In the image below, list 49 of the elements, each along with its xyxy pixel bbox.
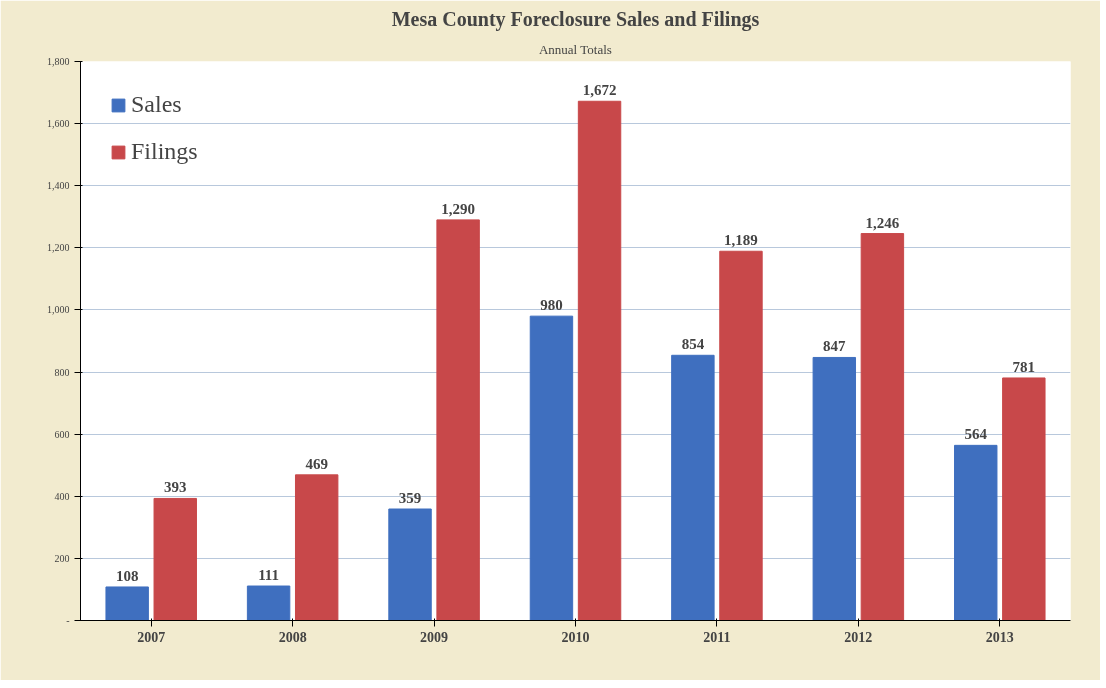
bar [246, 585, 291, 621]
bar [719, 250, 763, 621]
x-tick-label: 2011 [703, 629, 731, 645]
bar [577, 100, 622, 621]
chart-title: Mesa County Foreclosure Sales and Filings [391, 7, 760, 31]
bar [812, 356, 857, 621]
y-tick-label: 1,200 [47, 242, 70, 254]
data-label: 111 [258, 567, 280, 584]
data-label: 564 [964, 426, 988, 443]
y-tick-label: 800 [54, 366, 70, 378]
x-tick-label: 2012 [844, 629, 873, 645]
data-label: 393 [164, 479, 187, 496]
bar [860, 233, 905, 621]
x-tick-label: 2010 [561, 629, 590, 645]
data-label: 1,189 [724, 232, 758, 249]
bar [529, 315, 574, 621]
y-tick-label: 1,800 [47, 56, 70, 67]
data-label: 1,290 [441, 200, 475, 217]
bar [954, 444, 998, 621]
data-label: 359 [398, 490, 422, 507]
bar [671, 354, 715, 621]
y-tick-label: 1,000 [47, 304, 70, 316]
x-tick-label: 2008 [278, 629, 307, 645]
y-tick-label: 400 [54, 490, 70, 502]
data-label: 854 [681, 336, 705, 353]
x-tick-label: 2009 [420, 629, 449, 645]
data-label: 847 [823, 338, 847, 355]
bar [1002, 377, 1046, 621]
chart-subtitle: Annual Totals [538, 41, 612, 57]
data-label: 1,246 [865, 214, 900, 231]
bar [388, 508, 432, 621]
data-label: 108 [115, 567, 139, 584]
y-tick-label: 200 [54, 552, 70, 564]
bar [294, 474, 339, 621]
data-label: 781 [1012, 358, 1036, 375]
y-tick-label: 600 [54, 428, 70, 440]
data-label: 1,672 [582, 82, 617, 99]
bar [153, 497, 197, 621]
y-tick-label: 1,600 [47, 118, 70, 130]
y-tick-label: 1,400 [47, 180, 70, 192]
x-tick-label: 2013 [985, 629, 1014, 645]
data-label: 980 [540, 297, 563, 314]
legend-label: Sales [131, 91, 182, 118]
x-tick-label: 2007 [137, 629, 166, 645]
data-label: 469 [305, 455, 328, 472]
y-tick-label: - [66, 615, 70, 626]
bar [436, 219, 480, 621]
bar [105, 586, 149, 621]
legend-label: Filings [131, 138, 198, 165]
